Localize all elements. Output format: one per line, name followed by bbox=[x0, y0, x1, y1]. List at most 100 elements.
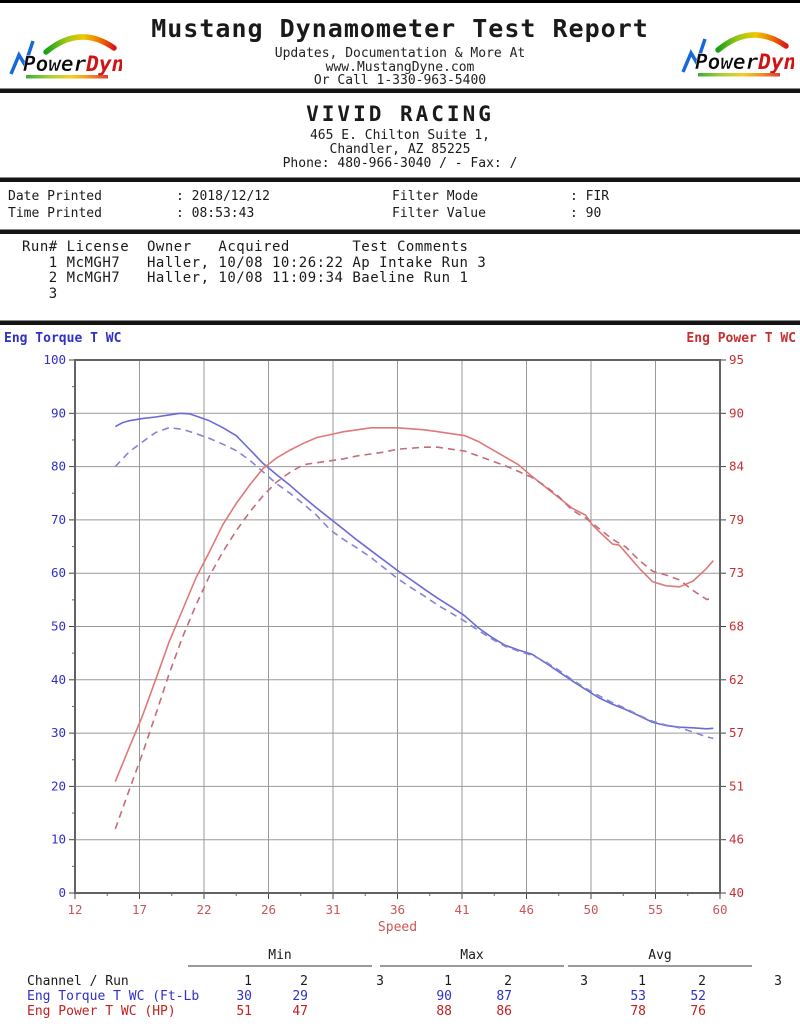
summary-run-number: 3 bbox=[580, 974, 588, 989]
summary-group-underline bbox=[188, 965, 372, 967]
right-tick-label: 90 bbox=[729, 405, 744, 420]
x-tick-label: 36 bbox=[390, 902, 405, 917]
summary-value: 87 bbox=[496, 989, 512, 1004]
logo-tagline-strip bbox=[698, 73, 780, 77]
summary-group-underline bbox=[380, 965, 564, 967]
summary-value: 51 bbox=[236, 1004, 252, 1019]
time-printed-value: : 08:53:43 bbox=[176, 206, 255, 221]
curve-eng-torque-t-wc-run-2 bbox=[114, 426, 714, 740]
right-tick-label: 79 bbox=[729, 512, 744, 527]
company-phone: Phone: 480-966-3040 / - Fax: / bbox=[282, 156, 518, 171]
summary-group-min: Min bbox=[268, 948, 292, 963]
filter-mode-value: : FIR bbox=[570, 189, 610, 204]
summary-channel-header: Channel / Run bbox=[27, 974, 129, 989]
summary-run-number: 1 bbox=[638, 974, 646, 989]
curve-eng-torque-t-wc-run-1 bbox=[114, 412, 714, 730]
x-tick-label: 26 bbox=[261, 902, 276, 917]
left-tick-label: 100 bbox=[43, 352, 66, 367]
summary-table: Min Max Avg Channel / Run 1 2 3 1 2 3 1 2 3 Eng Torqu… bbox=[0, 940, 800, 1036]
right-tick-label: 40 bbox=[729, 885, 744, 900]
header-updates-line: Updates, Documentation & More At bbox=[274, 46, 526, 61]
summary-run-number: 1 bbox=[244, 974, 252, 989]
filter-mode-label: Filter Mode bbox=[392, 189, 479, 204]
x-tick-label: 22 bbox=[196, 902, 211, 917]
right-tick-label: 57 bbox=[729, 725, 744, 740]
summary-value: 76 bbox=[690, 1004, 706, 1019]
company-address-2: Chandler, AZ 85225 bbox=[329, 142, 471, 157]
summary-run-number: 3 bbox=[376, 974, 384, 989]
summary-row-label: Eng Power T WC (HP) bbox=[27, 1004, 176, 1019]
logo-trace-icon bbox=[681, 38, 707, 73]
summary-group-max: Max bbox=[460, 948, 484, 963]
summary-value: 86 bbox=[496, 1004, 512, 1019]
left-tick-label: 50 bbox=[51, 619, 66, 634]
left-tick-label: 0 bbox=[58, 885, 66, 900]
left-tick-label: 70 bbox=[51, 512, 66, 527]
summary-run-number: 3 bbox=[774, 974, 782, 989]
run-list-table: Run# License Owner Acquired Test Comment… bbox=[22, 239, 487, 302]
top-border bbox=[0, 0, 800, 3]
curve-eng-power-t-wc-run-2 bbox=[114, 446, 714, 830]
summary-value: 30 bbox=[236, 989, 252, 1004]
summary-group-underline bbox=[568, 965, 752, 967]
summary-value: 29 bbox=[292, 989, 308, 1004]
plot-border bbox=[74, 359, 721, 894]
summary-group-avg: Avg bbox=[648, 948, 672, 963]
company-address-1: 465 E. Chilton Suite 1, bbox=[309, 128, 490, 143]
date-printed-label: Date Printed bbox=[8, 189, 102, 204]
header-phone: Or Call 1-330-963-5400 bbox=[313, 73, 487, 88]
logo-tagline-strip bbox=[26, 75, 108, 79]
right-tick-label: 84 bbox=[729, 459, 744, 474]
summary-value: 90 bbox=[436, 989, 452, 1004]
right-tick-label: 46 bbox=[729, 832, 744, 847]
x-tick-label: 55 bbox=[648, 902, 663, 917]
right-tick-label: 68 bbox=[729, 619, 744, 634]
logo-trace-icon bbox=[9, 40, 35, 75]
summary-run-number: 2 bbox=[698, 974, 706, 989]
divider bbox=[0, 229, 800, 234]
filter-value-label: Filter Value bbox=[392, 206, 486, 221]
date-printed-value: : 2018/12/12 bbox=[176, 189, 270, 204]
filter-value-value: : 90 bbox=[570, 206, 602, 221]
left-tick-label: 10 bbox=[51, 832, 66, 847]
logo-wordmark: PowerDyne bbox=[695, 50, 794, 74]
divider bbox=[0, 177, 800, 182]
report-title: Mustang Dynamometer Test Report bbox=[151, 14, 649, 43]
x-tick-label: 31 bbox=[325, 902, 340, 917]
powerdyne-logo: PowerDyne bbox=[680, 22, 800, 82]
company-name: VIVID RACING bbox=[306, 102, 494, 126]
x-tick-label: 41 bbox=[454, 902, 469, 917]
logo-rainbow-arc-icon bbox=[715, 32, 789, 53]
x-axis-title: Speed bbox=[378, 920, 417, 935]
summary-row-label: Eng Torque T WC (Ft-Lb bbox=[27, 989, 200, 1004]
x-tick-label: 50 bbox=[583, 902, 598, 917]
left-tick-label: 30 bbox=[51, 725, 66, 740]
summary-value: 52 bbox=[690, 989, 706, 1004]
right-tick-label: 62 bbox=[729, 672, 744, 687]
curve-eng-power-t-wc-run-1 bbox=[114, 427, 714, 782]
left-tick-label: 80 bbox=[51, 459, 66, 474]
summary-run-number: 2 bbox=[300, 974, 308, 989]
logo-rainbow-arc-icon bbox=[43, 34, 117, 55]
time-printed-label: Time Printed bbox=[8, 206, 102, 221]
x-tick-label: 17 bbox=[132, 902, 147, 917]
x-tick-label: 12 bbox=[67, 902, 82, 917]
right-axis-title: Eng Power T WC bbox=[686, 331, 796, 346]
left-axis-title: Eng Torque T WC bbox=[4, 331, 121, 346]
left-tick-label: 40 bbox=[51, 672, 66, 687]
divider bbox=[0, 88, 800, 93]
summary-value: 88 bbox=[436, 1004, 452, 1019]
summary-run-number: 1 bbox=[444, 974, 452, 989]
left-tick-label: 60 bbox=[51, 565, 66, 580]
left-tick-label: 90 bbox=[51, 405, 66, 420]
summary-value: 78 bbox=[630, 1004, 646, 1019]
left-tick-label: 20 bbox=[51, 778, 66, 793]
summary-value: 53 bbox=[630, 989, 646, 1004]
right-tick-label: 95 bbox=[729, 352, 744, 367]
divider bbox=[0, 320, 800, 325]
right-tick-label: 51 bbox=[729, 778, 744, 793]
header-website: www.MustangDyne.com bbox=[325, 60, 475, 75]
x-tick-label: 46 bbox=[519, 902, 534, 917]
